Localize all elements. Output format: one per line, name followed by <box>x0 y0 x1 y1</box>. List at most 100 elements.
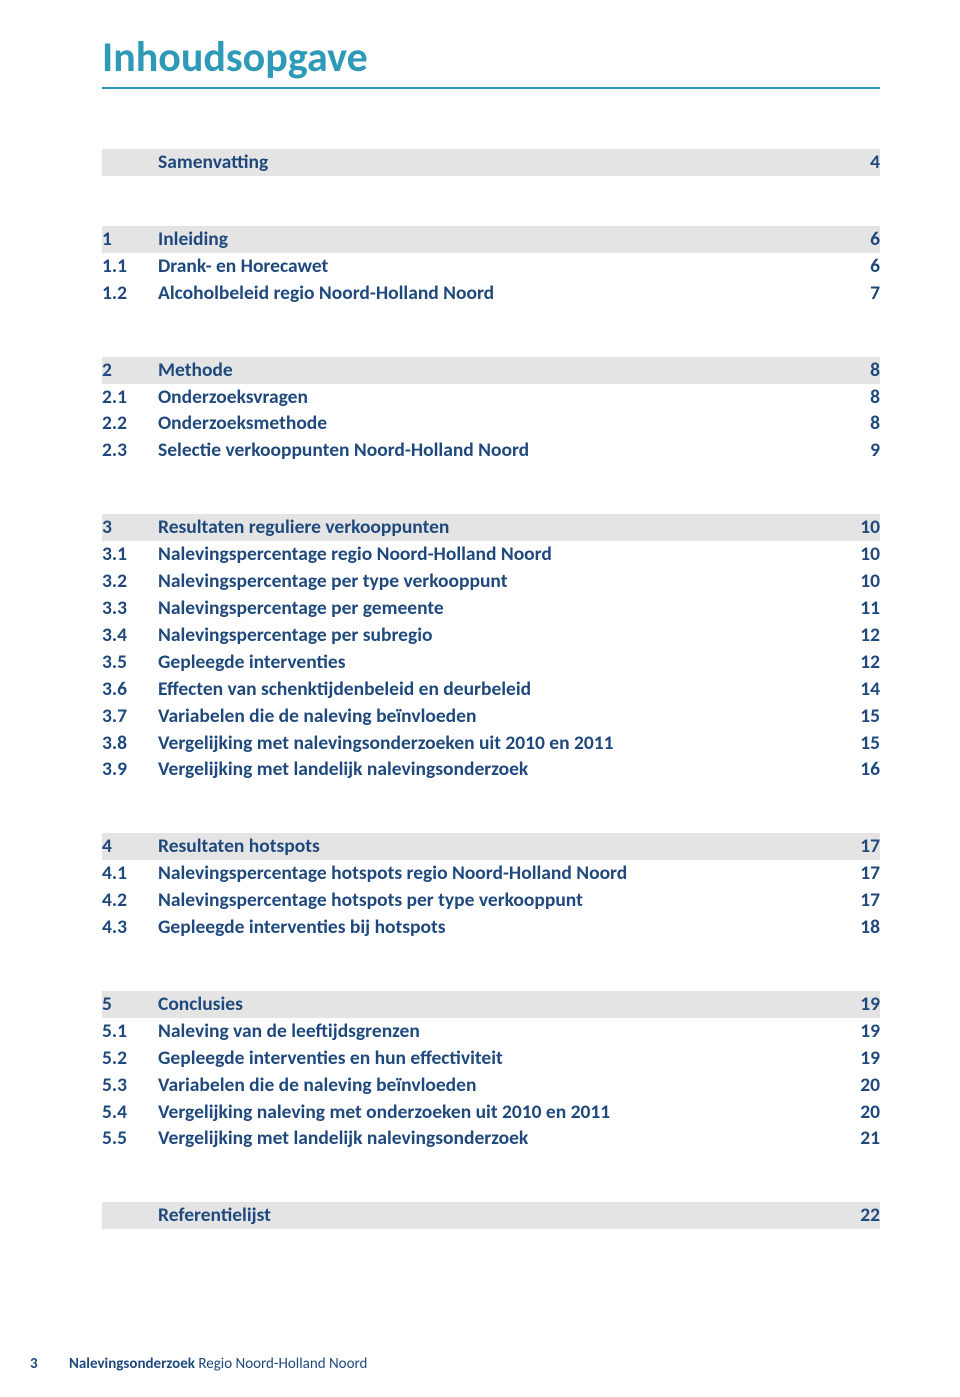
toc-entry-page: 19 <box>830 991 880 1018</box>
toc-entry-title: Vergelijking met landelijk nalevingsonde… <box>158 756 830 783</box>
toc-section-head: 1Inleiding6 <box>102 226 880 253</box>
toc-entry-page: 22 <box>830 1202 880 1229</box>
toc-entry-page: 12 <box>830 622 880 649</box>
toc-spacer <box>102 307 880 357</box>
toc-entry: 4.2Nalevingspercentage hotspots per type… <box>102 887 880 914</box>
toc-entry: 3.2Nalevingspercentage per type verkoopp… <box>102 568 880 595</box>
toc-entry-number: 2.1 <box>102 384 158 411</box>
toc-entry-number: 4.1 <box>102 860 158 887</box>
toc-entry-number: 2.3 <box>102 437 158 464</box>
toc-entry-title: Samenvatting <box>158 149 830 176</box>
toc-entry-title: Vergelijking met landelijk nalevingsonde… <box>158 1125 830 1152</box>
toc-entry-number: 5.5 <box>102 1125 158 1152</box>
toc-spacer <box>102 1152 880 1202</box>
toc-entry-number: 1.1 <box>102 253 158 280</box>
toc-entry-page: 17 <box>830 860 880 887</box>
toc-entry-title: Nalevingspercentage hotspots per type ve… <box>158 887 830 914</box>
toc-entry-number: 5 <box>102 991 158 1018</box>
toc-entry-page: 16 <box>830 756 880 783</box>
toc-entry-page: 15 <box>830 703 880 730</box>
toc-entry-page: 10 <box>830 541 880 568</box>
toc-entry: 3.6Effecten van schenktijdenbeleid en de… <box>102 676 880 703</box>
toc-entry-number: 3.5 <box>102 649 158 676</box>
toc-entry-number: 3.8 <box>102 730 158 757</box>
toc-entry-title: Resultaten reguliere verkooppunten <box>158 514 830 541</box>
toc-entry: 4.1Nalevingspercentage hotspots regio No… <box>102 860 880 887</box>
toc-entry-title: Nalevingspercentage per subregio <box>158 622 830 649</box>
toc-entry-title: Gepleegde interventies en hun effectivit… <box>158 1045 830 1072</box>
toc-entry-page: 6 <box>830 253 880 280</box>
toc-entry-number <box>102 1202 158 1229</box>
toc-entry-number: 3.1 <box>102 541 158 568</box>
toc-entry: 5.2Gepleegde interventies en hun effecti… <box>102 1045 880 1072</box>
toc-entry-number: 3.3 <box>102 595 158 622</box>
toc-entry-page: 19 <box>830 1018 880 1045</box>
toc-entry-number: 1.2 <box>102 280 158 307</box>
toc-entry: 2.1Onderzoeksvragen8 <box>102 384 880 411</box>
toc-entry-title: Onderzoeksvragen <box>158 384 830 411</box>
toc-entry-title: Nalevingspercentage per type verkooppunt <box>158 568 830 595</box>
page-content: Inhoudsopgave Samenvatting41Inleiding61.… <box>0 0 960 1229</box>
toc-spacer <box>102 176 880 226</box>
toc-entry-page: 12 <box>830 649 880 676</box>
toc-entry: 5.3Variabelen die de naleving beïnvloede… <box>102 1072 880 1099</box>
toc-entry: 3.1Nalevingspercentage regio Noord-Holla… <box>102 541 880 568</box>
toc-entry-number: 3.7 <box>102 703 158 730</box>
toc-entry: 3.3Nalevingspercentage per gemeente11 <box>102 595 880 622</box>
toc-entry-number: 5.3 <box>102 1072 158 1099</box>
toc-entry-title: Nalevingspercentage regio Noord-Holland … <box>158 541 830 568</box>
toc-entry-page: 8 <box>830 410 880 437</box>
toc-entry-title: Nalevingspercentage hotspots regio Noord… <box>158 860 830 887</box>
toc-entry-title: Resultaten hotspots <box>158 833 830 860</box>
toc-entry-page: 10 <box>830 568 880 595</box>
toc-entry-title: Referentielijst <box>158 1202 830 1229</box>
toc-entry-page: 14 <box>830 676 880 703</box>
toc-entry: 3.8Vergelijking met nalevingsonderzoeken… <box>102 730 880 757</box>
toc-entry: 3.5Gepleegde interventies12 <box>102 649 880 676</box>
footer-page-number: 3 <box>30 1355 38 1373</box>
toc-spacer <box>102 464 880 514</box>
toc-entry-page: 21 <box>830 1125 880 1152</box>
toc-entry-title: Gepleegde interventies <box>158 649 830 676</box>
toc-entry-title: Alcoholbeleid regio Noord-Holland Noord <box>158 280 830 307</box>
toc-entry-title: Naleving van de leeftijdsgrenzen <box>158 1018 830 1045</box>
footer: 3 Nalevingsonderzoek Regio Noord-Holland… <box>30 1355 367 1373</box>
page-title: Inhoudsopgave <box>102 32 880 83</box>
toc-entry-number <box>102 149 158 176</box>
toc-entry-title: Variabelen die de naleving beïnvloeden <box>158 703 830 730</box>
toc-entry-title: Conclusies <box>158 991 830 1018</box>
toc-entry-page: 17 <box>830 833 880 860</box>
toc-entry-title: Nalevingspercentage per gemeente <box>158 595 830 622</box>
toc-entry-number: 5.4 <box>102 1099 158 1126</box>
toc-entry-title: Methode <box>158 357 830 384</box>
toc-section-head: 3Resultaten reguliere verkooppunten10 <box>102 514 880 541</box>
toc-spacer <box>102 941 880 991</box>
toc-entry-number: 5.2 <box>102 1045 158 1072</box>
toc-entry-page: 9 <box>830 437 880 464</box>
toc-section-head: 4Resultaten hotspots17 <box>102 833 880 860</box>
toc-entry: 2.3Selectie verkooppunten Noord-Holland … <box>102 437 880 464</box>
footer-title-rest: Regio Noord-Holland Noord <box>195 1355 367 1373</box>
toc-entry-page: 20 <box>830 1099 880 1126</box>
footer-title-bold: Nalevingsonderzoek <box>69 1355 195 1373</box>
toc-entry-title: Drank- en Horecawet <box>158 253 830 280</box>
toc-entry-page: 20 <box>830 1072 880 1099</box>
toc-entry-title: Effecten van schenktijdenbeleid en deurb… <box>158 676 830 703</box>
toc-entry: 2.2Onderzoeksmethode8 <box>102 410 880 437</box>
toc-entry-page: 11 <box>830 595 880 622</box>
toc-entry-page: 8 <box>830 384 880 411</box>
toc-entry-title: Onderzoeksmethode <box>158 410 830 437</box>
toc-entry-title: Gepleegde interventies bij hotspots <box>158 914 830 941</box>
toc-entry-title: Vergelijking met nalevingsonderzoeken ui… <box>158 730 830 757</box>
toc-section-head: Referentielijst22 <box>102 1202 880 1229</box>
toc-entry-number: 5.1 <box>102 1018 158 1045</box>
toc-spacer <box>102 783 880 833</box>
toc-entry-page: 10 <box>830 514 880 541</box>
toc-section-head: 2Methode8 <box>102 357 880 384</box>
toc-entry: 5.5Vergelijking met landelijk nalevingso… <box>102 1125 880 1152</box>
toc-entry-page: 18 <box>830 914 880 941</box>
toc-entry-page: 6 <box>830 226 880 253</box>
toc-entry: 5.1Naleving van de leeftijdsgrenzen19 <box>102 1018 880 1045</box>
toc-entry-number: 3 <box>102 514 158 541</box>
toc-entry: 4.3Gepleegde interventies bij hotspots18 <box>102 914 880 941</box>
